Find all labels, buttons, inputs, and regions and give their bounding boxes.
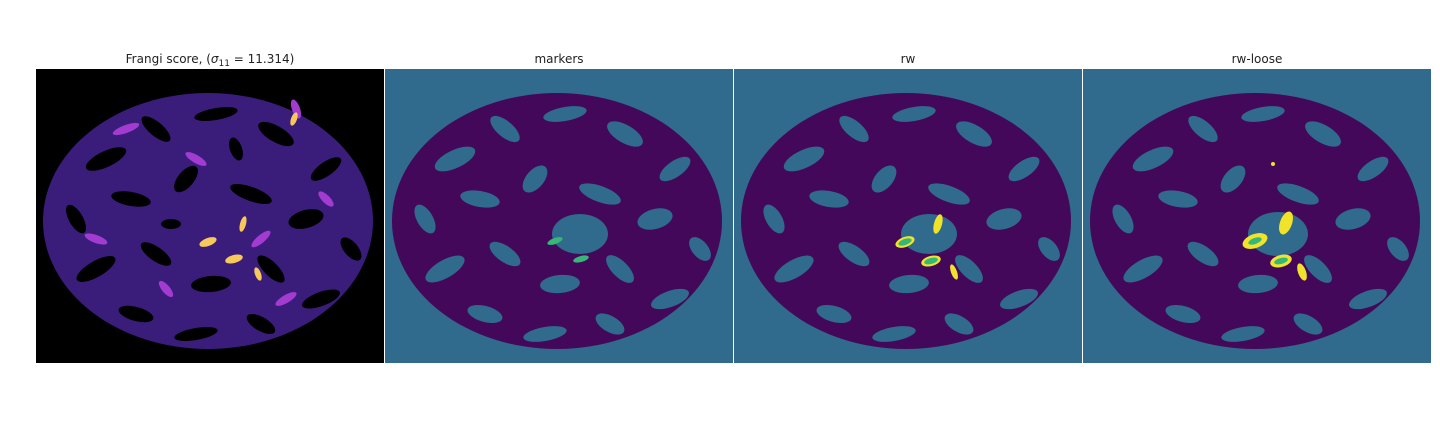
rw-loose-segmentation-map (1083, 69, 1431, 363)
marker-seeds (898, 238, 938, 265)
panel-title-rw-loose: rw-loose (1231, 52, 1283, 66)
panel-frangi-score: Frangi score, (σ11 = 11.314) (36, 48, 384, 364)
panel-rw: rw (734, 48, 1082, 364)
tissue-region (741, 93, 1071, 349)
panel-title-markers: markers (534, 52, 584, 66)
segment (933, 214, 943, 234)
frangi-image (36, 69, 384, 363)
panel-markers: markers (385, 48, 733, 364)
marker-seed (1274, 257, 1288, 265)
marker-seed (898, 238, 912, 246)
marker-seed (547, 237, 563, 245)
hot-spots (199, 112, 298, 281)
panel-title-rw: rw (900, 52, 916, 66)
panel-rw-loose: rw-loose (1083, 48, 1431, 364)
markers-map (385, 69, 733, 363)
title-prefix: Frangi score, ( (125, 52, 211, 66)
background-pattern (763, 106, 1060, 342)
marker-seed (924, 257, 938, 265)
title-subscript: 11 (218, 59, 230, 69)
marker-seed (1248, 237, 1262, 245)
title-suffix: = 11.314) (229, 52, 295, 66)
background-pattern (414, 106, 711, 342)
marker-seed (573, 255, 589, 263)
marker-seeds (547, 237, 589, 263)
marker-seeds (1248, 237, 1288, 265)
tissue-region (43, 93, 373, 349)
dark-pattern (65, 106, 362, 342)
rw-loose-image (1083, 69, 1431, 363)
title-sigma: σ (210, 52, 219, 66)
segment (1271, 162, 1275, 166)
background-pattern (1112, 106, 1409, 342)
rw-image (734, 69, 1082, 363)
segment (1279, 211, 1293, 235)
segment (950, 264, 958, 280)
segment (1297, 263, 1307, 281)
tissue-region (392, 93, 722, 349)
panel-title-frangi: Frangi score, (σ11 = 11.314) (36, 52, 384, 69)
vessel-highlights (84, 99, 334, 306)
markers-image (385, 69, 733, 363)
rw-segmentation-map (734, 69, 1082, 363)
frangi-score-map (36, 69, 384, 363)
